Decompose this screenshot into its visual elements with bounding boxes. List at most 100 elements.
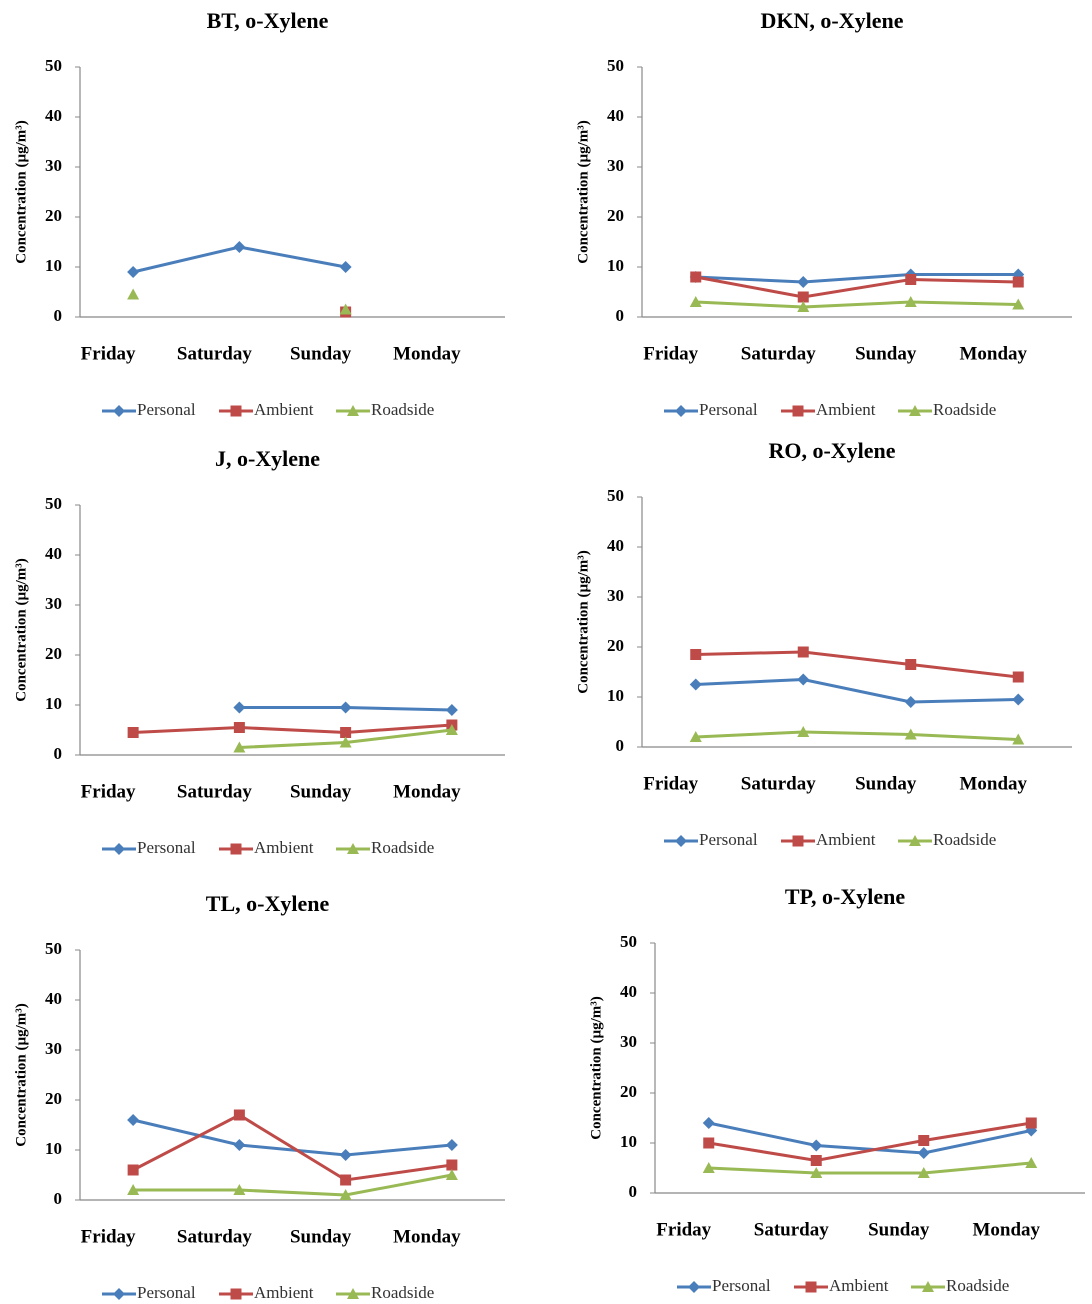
- x-tick-label: Sunday: [868, 1219, 930, 1240]
- marker: [233, 722, 245, 733]
- legend-marker: [792, 405, 804, 417]
- y-tick-label: 50: [620, 932, 637, 951]
- y-tick-label: 40: [45, 989, 62, 1008]
- chart: DKN, o-Xylene Concentration (µg/m³) 0 10 20 3…: [575, 8, 1072, 419]
- legend-marker: [675, 835, 687, 847]
- x-tick-label: Sunday: [290, 343, 352, 364]
- marker: [689, 731, 702, 742]
- marker: [339, 736, 352, 748]
- legend-label: Roadside: [946, 1276, 1009, 1295]
- legend-marker: [113, 1288, 125, 1300]
- marker: [233, 1139, 246, 1151]
- y-tick-label: 40: [620, 982, 637, 1001]
- y-tick-label: 0: [54, 306, 63, 325]
- legend-marker: [347, 405, 359, 416]
- x-tick-label: Saturday: [754, 1219, 829, 1240]
- marker: [797, 646, 809, 658]
- legend-label: Personal: [137, 838, 196, 857]
- y-tick-label: 0: [616, 306, 625, 325]
- y-tick-label: 20: [45, 644, 62, 663]
- marker: [1012, 276, 1024, 288]
- y-tick-label: 50: [45, 494, 62, 513]
- legend-marker: [230, 405, 242, 417]
- x-tick-label: Monday: [959, 343, 1027, 364]
- legend-marker: [909, 835, 921, 846]
- y-tick-label: 10: [607, 256, 624, 275]
- series-line: [708, 1161, 1032, 1175]
- legend-label: Roadside: [371, 838, 434, 857]
- legend-label: Personal: [712, 1276, 771, 1295]
- marker: [233, 1109, 245, 1121]
- x-tick-label: Monday: [959, 773, 1027, 794]
- legend-marker: [675, 405, 687, 417]
- legend-marker: [230, 1288, 242, 1300]
- y-tick-label: 40: [45, 544, 62, 563]
- x-tick-label: Sunday: [290, 781, 352, 802]
- legend-label: Roadside: [371, 400, 434, 419]
- marker: [702, 1162, 715, 1173]
- chart-title: BT, o-Xylene: [207, 8, 329, 33]
- y-tick-label: 0: [54, 744, 63, 763]
- marker: [233, 701, 246, 714]
- marker: [445, 1139, 458, 1151]
- marker: [904, 296, 917, 307]
- marker: [703, 1137, 715, 1149]
- y-tick-label: 30: [45, 156, 62, 175]
- marker: [339, 303, 352, 315]
- marker: [1012, 298, 1025, 310]
- y-axis-label: Concentration (µg/m³): [575, 550, 591, 694]
- y-axis-label: Concentration (µg/m³): [13, 558, 29, 702]
- x-tick-label: Friday: [81, 1226, 136, 1247]
- marker: [904, 696, 917, 708]
- y-tick-label: 20: [620, 1082, 637, 1101]
- y-tick-label: 10: [45, 1139, 62, 1158]
- legend-marker: [347, 843, 359, 854]
- x-tick-label: Monday: [393, 1226, 461, 1247]
- y-tick-label: 30: [607, 586, 624, 605]
- legend-marker: [922, 1281, 934, 1292]
- marker: [690, 649, 702, 660]
- x-tick-label: Monday: [393, 343, 461, 364]
- y-axis-label: Concentration (µg/m³): [588, 996, 604, 1140]
- x-tick-label: Sunday: [855, 773, 917, 794]
- marker: [340, 1174, 352, 1186]
- y-tick-label: 20: [607, 636, 624, 655]
- x-tick-label: Saturday: [741, 773, 816, 794]
- marker: [702, 1117, 715, 1129]
- marker: [339, 701, 352, 714]
- marker: [233, 1184, 246, 1195]
- series-line: [133, 723, 452, 735]
- series-line: [708, 1121, 1032, 1163]
- marker: [1025, 1117, 1037, 1129]
- y-tick-label: 10: [45, 694, 62, 713]
- marker: [797, 301, 810, 312]
- marker: [905, 659, 917, 670]
- legend-label: Personal: [137, 400, 196, 419]
- series-line: [695, 273, 1019, 284]
- series-line: [708, 1121, 1032, 1155]
- chart-title: DKN, o-Xylene: [761, 8, 904, 33]
- chart: TP, o-Xylene Concentration (µg/m³) 0 10 20 30…: [588, 884, 1085, 1295]
- marker: [810, 1167, 823, 1178]
- y-tick-label: 10: [607, 686, 624, 705]
- legend-label: Ambient: [829, 1276, 889, 1295]
- x-tick-label: Sunday: [290, 1226, 352, 1247]
- legend-marker: [113, 843, 125, 855]
- x-tick-label: Friday: [81, 343, 136, 364]
- marker: [797, 276, 810, 288]
- marker: [689, 296, 702, 307]
- marker: [797, 291, 809, 303]
- y-tick-label: 30: [45, 1039, 62, 1058]
- marker: [340, 727, 352, 738]
- legend-marker: [347, 1288, 359, 1299]
- chart-title: RO, o-Xylene: [768, 438, 895, 463]
- legend-label: Ambient: [254, 400, 314, 419]
- y-tick-label: 30: [607, 156, 624, 175]
- series-line: [695, 650, 1019, 679]
- series-line: [132, 1118, 453, 1157]
- marker: [339, 261, 352, 273]
- marker: [233, 241, 246, 253]
- y-tick-label: 0: [54, 1189, 63, 1208]
- marker: [445, 724, 458, 735]
